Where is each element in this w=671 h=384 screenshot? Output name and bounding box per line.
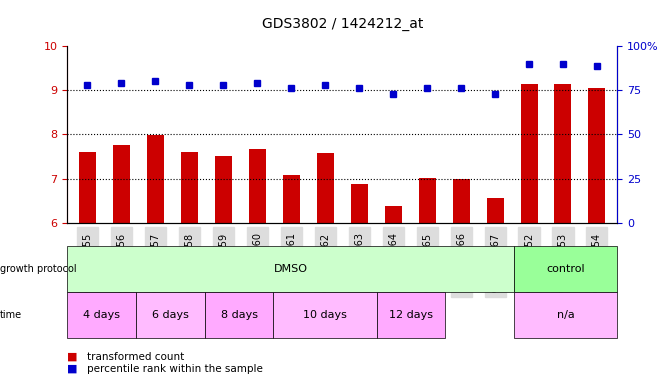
Text: ■: ■ (67, 352, 78, 362)
Bar (181, 152, 198, 223)
Bar (282, 175, 300, 223)
Text: DMSO: DMSO (274, 264, 307, 274)
Bar (384, 206, 402, 223)
Bar (317, 153, 333, 223)
Text: transformed count: transformed count (87, 352, 185, 362)
Bar (419, 178, 435, 223)
Bar (521, 84, 537, 223)
Bar (215, 157, 231, 223)
Text: percentile rank within the sample: percentile rank within the sample (87, 364, 263, 374)
Text: 10 days: 10 days (303, 310, 347, 320)
Text: control: control (546, 264, 585, 274)
Bar (486, 199, 503, 223)
Bar (79, 152, 96, 223)
Text: 8 days: 8 days (221, 310, 258, 320)
Text: GDS3802 / 1424212_at: GDS3802 / 1424212_at (262, 17, 423, 31)
Text: 12 days: 12 days (389, 310, 433, 320)
Text: ■: ■ (67, 364, 78, 374)
Bar (588, 88, 605, 223)
Text: n/a: n/a (557, 310, 574, 320)
Text: time: time (0, 310, 22, 320)
Bar (351, 184, 368, 223)
Text: growth protocol: growth protocol (0, 264, 76, 274)
Text: 6 days: 6 days (152, 310, 189, 320)
Text: 4 days: 4 days (83, 310, 120, 320)
Bar (554, 84, 572, 223)
Bar (249, 149, 266, 223)
Bar (113, 146, 130, 223)
Bar (453, 179, 470, 223)
Bar (147, 135, 164, 223)
